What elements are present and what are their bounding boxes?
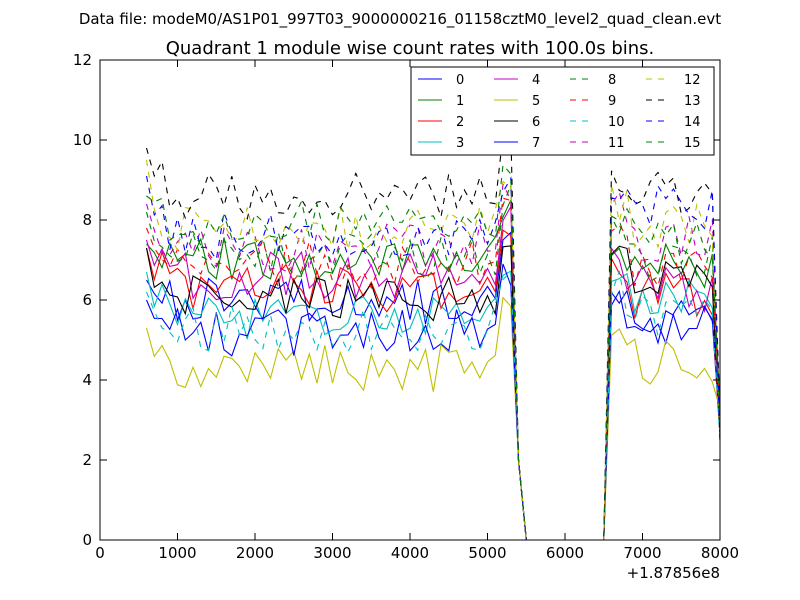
series-line-11 [145,182,721,541]
legend-label-5: 5 [532,94,540,109]
legend-label-14: 14 [684,115,701,130]
legend-label-8: 8 [608,73,616,88]
series-line-3 [145,270,721,541]
series-line-1 [146,199,721,541]
legend-label-3: 3 [456,136,464,151]
y-tick-label: 2 [82,451,92,469]
legend-label-12: 12 [684,73,701,88]
series-line-13 [145,129,721,541]
plot-lines [145,129,721,541]
chart-title: Quadrant 1 module wise count rates with … [166,38,655,59]
legend-box [410,66,715,156]
legend-label-1: 1 [456,94,464,109]
y-tick-label: 10 [73,131,92,149]
series-line-15 [146,163,721,541]
legend-label-13: 13 [684,94,701,109]
y-tick-label: 12 [73,51,92,69]
x-tick-label: 8000 [701,544,739,562]
data-file-header: Data file: modeM0/AS1P01_997T03_90000002… [79,10,721,29]
legend-label-0: 0 [456,73,464,88]
series-line-5 [145,296,721,541]
series-line-12 [145,159,721,541]
x-offset-label: +1.87856e8 [627,564,720,582]
legend-label-2: 2 [456,115,464,130]
x-tick-label: 3000 [313,544,351,562]
series-line-7 [145,263,721,541]
y-tick-label: 8 [82,211,92,229]
x-tick-label: 0 [95,544,105,562]
legend-label-6: 6 [532,115,540,130]
x-tick-label: 4000 [391,544,429,562]
x-tick-label: 2000 [236,544,274,562]
series-line-0 [146,231,721,541]
series-line-10 [145,270,721,541]
y-tick-label: 4 [82,371,92,389]
series-line-9 [145,197,721,541]
axis-ticks: 0 1000 2000 3000 4000 5000 6000 7000 80000246810… [73,51,739,562]
legend-label-15: 15 [684,136,701,151]
series-line-14 [145,175,721,541]
y-tick-label: 0 [82,531,92,549]
legend-label-9: 9 [608,94,616,109]
series-line-2 [145,229,721,541]
series-line-8 [145,184,721,541]
series-line-4 [145,204,721,541]
series-line-6 [145,245,721,541]
legend-label-4: 4 [532,73,540,88]
legend-label-10: 10 [608,115,625,130]
y-tick-label: 6 [82,291,92,309]
x-tick-label: 7000 [623,544,661,562]
legend-label-7: 7 [532,136,540,151]
x-tick-label: 1000 [158,544,196,562]
legend-label-11: 11 [608,136,625,151]
x-tick-label: 6000 [546,544,584,562]
x-tick-label: 5000 [468,544,506,562]
